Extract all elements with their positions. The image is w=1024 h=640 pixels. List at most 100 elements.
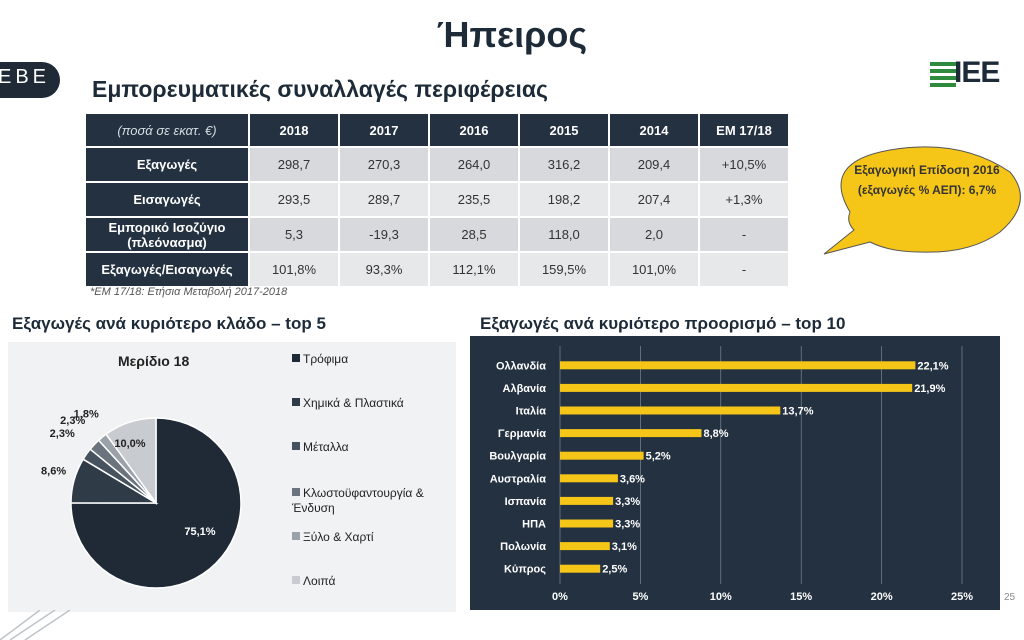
- table-cell: 2,0: [610, 218, 698, 251]
- x-tick-label: 10%: [710, 591, 732, 603]
- table-cell: -: [700, 218, 788, 251]
- legend-label: Τρόφιμα: [303, 352, 349, 366]
- x-tick-label: 20%: [871, 591, 893, 603]
- bar: [560, 361, 916, 370]
- table-cell: 209,4: [610, 148, 698, 181]
- bar: [560, 406, 781, 415]
- bar: [560, 542, 610, 551]
- sector-pie-chart: 75,1%8,6%2,3%2,3%1,8%10,0%: [41, 408, 242, 589]
- column-header: 2015: [520, 114, 608, 146]
- destination-chart-panel: [470, 336, 1000, 610]
- legend-swatch-icon: [292, 398, 300, 406]
- bar: [560, 383, 913, 392]
- column-header: 2017: [340, 114, 428, 146]
- table-cell: 112,1%: [430, 253, 518, 286]
- pie-data-label: 10,0%: [114, 438, 145, 450]
- iee-logo-text: IEE: [954, 56, 1000, 89]
- table-cell: 159,5%: [520, 253, 608, 286]
- bar: [560, 496, 614, 505]
- table-cell: 101,8%: [250, 253, 338, 286]
- bar-data-label: 3,3%: [615, 496, 640, 508]
- table-row: Εμπορικό Ισοζύγιο (πλεόνασμα) 5,3 -19,3 …: [86, 218, 788, 251]
- pie-legend-item: Τρόφιμα: [292, 352, 452, 367]
- table-header-row: (ποσά σε εκατ. €) 2018 2017 2016 2015 20…: [86, 114, 788, 146]
- pie-legend-item: Ξύλο & Χαρτί: [292, 530, 452, 545]
- pie-legend-item: Χημικά & Πλαστικά: [292, 396, 452, 411]
- pie-slice: [70, 417, 242, 589]
- category-label: Αυστραλία: [490, 473, 547, 485]
- category-label: Βουλγαρία: [489, 451, 546, 463]
- x-tick-label: 5%: [632, 591, 648, 603]
- pie-legend-item: Λοιπά: [292, 574, 452, 589]
- pie-data-label: 2,3%: [50, 428, 75, 440]
- category-label: Αλβανία: [503, 383, 547, 395]
- legend-label: Λοιπά: [303, 574, 336, 588]
- table-cell: 101,0%: [610, 253, 698, 286]
- table-cell: 264,0: [430, 148, 518, 181]
- bar: [560, 429, 702, 438]
- legend-label: Μέταλλα: [303, 440, 349, 454]
- pie-legend-item: Κλωστοϋφαντουργία & Ένδυση: [292, 486, 452, 516]
- legend-label: Κλωστοϋφαντουργία & Ένδυση: [292, 486, 424, 515]
- bar-data-label: 5,2%: [646, 451, 671, 463]
- pie-title: Μερίδιο 18: [118, 353, 190, 369]
- table-cell: +10,5%: [700, 148, 788, 181]
- bar-data-label: 22,1%: [917, 360, 948, 372]
- bar-data-label: 2,5%: [602, 564, 627, 576]
- table-cell: 235,5: [430, 183, 518, 216]
- bar-data-label: 21,9%: [914, 383, 945, 395]
- legend-swatch-icon: [292, 488, 300, 496]
- page-number: 25: [1004, 592, 1016, 603]
- row-header: Εξαγωγές: [86, 148, 248, 181]
- legend-swatch-icon: [292, 442, 300, 450]
- corner-decoration-icon: [0, 610, 71, 640]
- legend-label: Χημικά & Πλαστικά: [303, 396, 404, 410]
- pie-legend-item: Μέταλλα: [292, 440, 452, 455]
- column-header: 2014: [610, 114, 698, 146]
- table-cell: 289,7: [340, 183, 428, 216]
- ebe-logo-text: EBE: [0, 66, 51, 88]
- legend-swatch-icon: [292, 576, 300, 584]
- column-header: 2018: [250, 114, 338, 146]
- unit-label: (ποσά σε εκατ. €): [86, 114, 248, 146]
- speech-bubble-icon: [823, 146, 1021, 255]
- iee-logo: IEE: [930, 56, 1024, 100]
- pie-slice: [105, 417, 157, 506]
- legend-swatch-icon: [292, 532, 300, 540]
- column-header: ΕΜ 17/18: [700, 114, 788, 146]
- table-cell: -: [700, 253, 788, 286]
- table-cell: -19,3: [340, 218, 428, 251]
- category-label: Ολλανδία: [496, 360, 546, 372]
- bar-data-label: 3,3%: [615, 519, 640, 531]
- iee-logo-bars-icon: [930, 62, 956, 90]
- x-tick-label: 15%: [790, 591, 812, 603]
- destination-bar-chart: 0% 5% 10% 15% 20% 25% Ολλανδία 22,1% Αλβανία 21,9…: [489, 346, 973, 603]
- table-cell: 198,2: [520, 183, 608, 216]
- bar-data-label: 3,6%: [620, 473, 645, 485]
- table-row: Εξαγωγές 298,7 270,3 264,0 316,2 209,4 +…: [86, 148, 788, 181]
- x-tick-label: 25%: [951, 591, 973, 603]
- column-header: 2016: [430, 114, 518, 146]
- bar: [560, 519, 614, 528]
- slide-title: Ήπειρος: [436, 14, 588, 55]
- row-header: Εξαγωγές/Εισαγωγές: [86, 253, 248, 286]
- table-cell: 207,4: [610, 183, 698, 216]
- bar-data-label: 8,8%: [704, 428, 729, 440]
- pie-data-label: 2,3%: [60, 415, 85, 427]
- x-tick-label: 0%: [552, 591, 568, 603]
- table-row: Εξαγωγές/Εισαγωγές 101,8% 93,3% 112,1% 1…: [86, 253, 788, 286]
- table-cell: 5,3: [250, 218, 338, 251]
- legend-swatch-icon: [292, 354, 300, 362]
- category-label: Ισπανία: [505, 496, 547, 508]
- bar-data-label: 3,1%: [612, 541, 637, 553]
- row-header: Εισαγωγές: [86, 183, 248, 216]
- sector-panel-title: Εξαγωγές ανά κυριότερο κλάδο – top 5: [12, 314, 326, 333]
- bar-data-label: 13,7%: [782, 406, 813, 418]
- category-label: Κύπρος: [504, 564, 546, 576]
- table-cell: 270,3: [340, 148, 428, 181]
- table-cell: 118,0: [520, 218, 608, 251]
- pie-data-label: 8,6%: [41, 466, 66, 478]
- export-performance-text: Εξαγωγική Επίδοση 2016 (εξαγωγές % ΑΕΠ):…: [854, 163, 1000, 197]
- pie-data-label: 1,8%: [74, 408, 99, 420]
- legend-label: Ξύλο & Χαρτί: [303, 530, 374, 544]
